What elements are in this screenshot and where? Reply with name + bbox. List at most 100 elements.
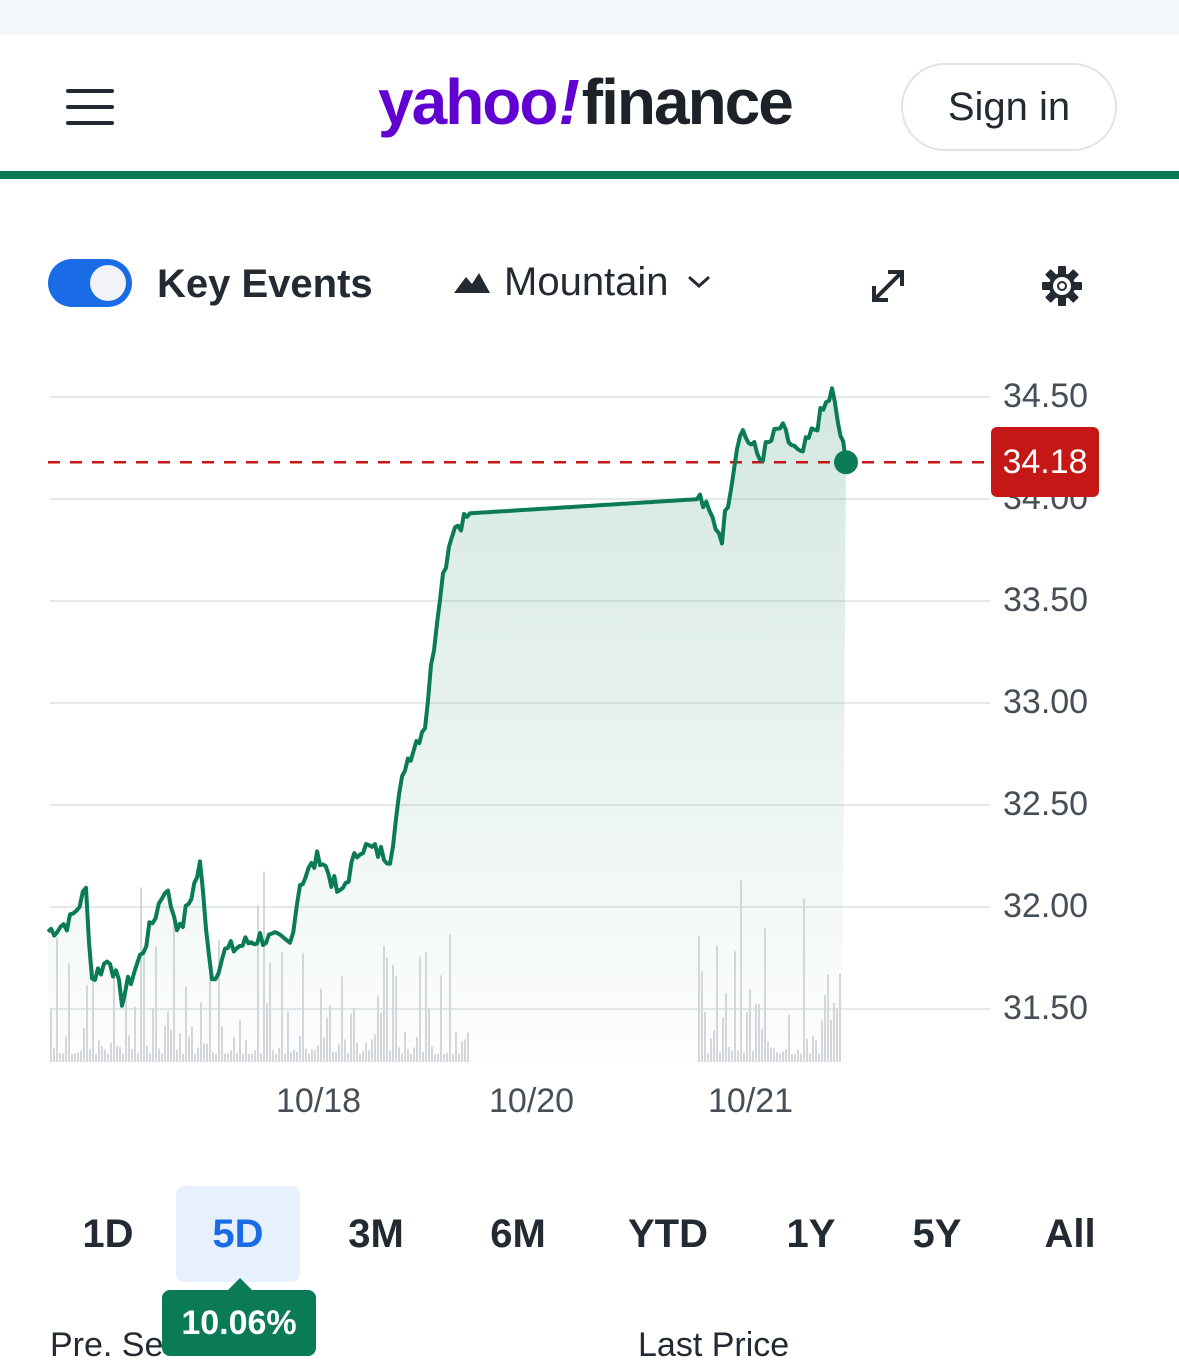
volume-bar (413, 1047, 415, 1062)
volume-bar (332, 1052, 334, 1062)
volume-bar (392, 964, 394, 1062)
volume-bar (206, 1043, 208, 1062)
toggle-knob (90, 265, 126, 301)
volume-bar (155, 946, 157, 1062)
volume-bar (62, 1053, 64, 1062)
volume-bar (443, 1054, 445, 1062)
volume-bar (821, 1020, 823, 1062)
volume-bar (464, 1039, 466, 1062)
volume-bar (239, 1019, 241, 1062)
volume-bar (449, 934, 451, 1062)
volume-bar (128, 1035, 130, 1062)
volume-bar (296, 1051, 298, 1062)
volume-bar (773, 1048, 775, 1062)
key-events-toggle[interactable] (48, 259, 132, 307)
range-3m[interactable]: 3M (348, 1211, 404, 1256)
range-5d[interactable]: 5D (176, 1186, 300, 1282)
menu-icon[interactable] (62, 85, 118, 129)
volume-bar (353, 1007, 355, 1062)
volume-bar (350, 1014, 352, 1062)
volume-bar (188, 1036, 190, 1062)
volume-bar (101, 1046, 103, 1062)
volume-bar (83, 1028, 85, 1062)
logo-finance: finance (581, 66, 794, 138)
volume-bar (800, 1053, 802, 1062)
y-tick-label: 32.00 (1003, 887, 1089, 925)
volume-bar (770, 1047, 772, 1062)
volume-bar (179, 1033, 181, 1062)
volume-bar (320, 988, 322, 1062)
volume-bar (374, 1034, 376, 1062)
volume-bar (347, 1052, 349, 1062)
volume-bar (59, 1053, 61, 1062)
last-price-label: Last Price (638, 1326, 790, 1364)
y-tick-label: 33.50 (1003, 581, 1089, 619)
volume-bar (734, 951, 736, 1062)
volume-bar (806, 1038, 808, 1062)
volume-bar (221, 1026, 223, 1062)
volume-bar (440, 975, 442, 1062)
chart-canvas (46, 386, 992, 1062)
volume-bar (713, 1030, 715, 1062)
volume-bar (710, 1038, 712, 1062)
volume-bar (728, 1046, 730, 1062)
y-tick-label: 34.50 (1003, 377, 1089, 415)
price-chart[interactable]: 34.50 34.00 33.50 33.00 32.50 32.00 31.50 10/1… (0, 370, 1179, 1140)
volume-bar (365, 1043, 367, 1062)
volume-bar (323, 1037, 325, 1062)
volume-bar (416, 1037, 418, 1062)
volume-bar (104, 1049, 106, 1062)
x-tick-label: 10/21 (708, 1082, 794, 1120)
volume-bar (269, 962, 271, 1062)
range-5y[interactable]: 5Y (912, 1211, 962, 1256)
volume-bar (338, 1044, 340, 1062)
volume-bar (80, 1050, 82, 1062)
volume-bar (176, 1049, 178, 1062)
volume-bar (368, 1050, 370, 1062)
volume-bar (299, 1035, 301, 1062)
logo-bang: ! (558, 66, 579, 138)
volume-bar (344, 1039, 346, 1062)
chart-type-dropdown[interactable]: Mountain (452, 256, 711, 308)
volume-bar (119, 1046, 121, 1062)
volume-bar (260, 1053, 262, 1062)
y-tick-label: 31.50 (1003, 989, 1089, 1027)
volume-bar (386, 957, 388, 1062)
range-all[interactable]: All (1044, 1211, 1096, 1256)
pre-session-label: Pre. Se (50, 1326, 164, 1364)
volume-bar (767, 1041, 769, 1062)
volume-bar (362, 1051, 364, 1062)
range-1y[interactable]: 1Y (786, 1211, 836, 1256)
volume-bar (65, 1036, 67, 1062)
volume-bar (242, 1053, 244, 1062)
gear-icon[interactable] (1040, 264, 1084, 308)
volume-bar (725, 993, 727, 1062)
volume-bar (116, 1046, 118, 1062)
range-ytd[interactable]: YTD (628, 1211, 708, 1256)
volume-bar (317, 1045, 319, 1062)
range-1d[interactable]: 1D (82, 1211, 134, 1256)
volume-bar (803, 898, 805, 1062)
range-selector: 1D 5D 3M 6M YTD 1Y 5Y All (0, 1186, 1179, 1282)
volume-bar (218, 940, 220, 1062)
volume-bar (233, 1036, 235, 1062)
yahoo-finance-logo[interactable]: yahoo ! finance (378, 65, 794, 145)
volume-bar (146, 1045, 148, 1062)
sign-in-button[interactable]: Sign in (901, 63, 1117, 151)
volume-bar (254, 1050, 256, 1062)
volume-bar (209, 969, 211, 1062)
volume-bar (716, 945, 718, 1062)
range-6m[interactable]: 6M (490, 1211, 546, 1256)
volume-bar (791, 1053, 793, 1062)
volume-bar (467, 1032, 469, 1062)
volume-bar (437, 1053, 439, 1062)
volume-bar (698, 935, 700, 1062)
logo-yahoo: yahoo (378, 66, 558, 138)
chevron-down-icon (688, 276, 710, 289)
volume-bar (356, 1042, 358, 1062)
change-percent-badge: 10.06% (162, 1278, 316, 1356)
volume-bar (122, 1053, 124, 1062)
volume-bar (407, 1049, 409, 1062)
volume-bar (182, 1053, 184, 1062)
expand-icon[interactable] (866, 264, 910, 308)
